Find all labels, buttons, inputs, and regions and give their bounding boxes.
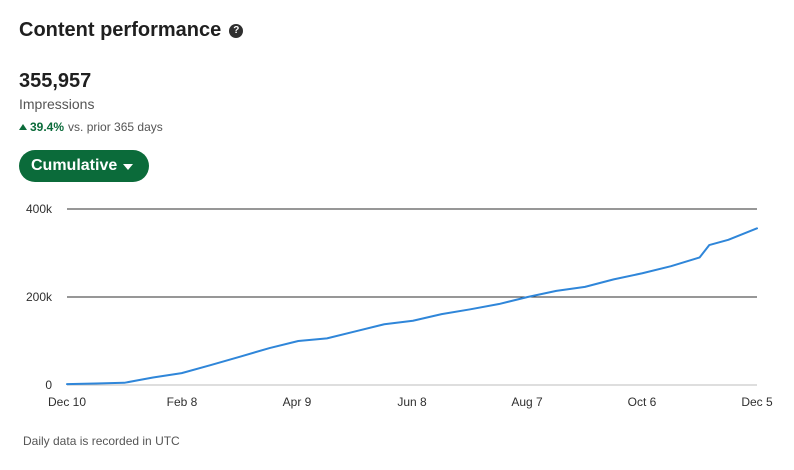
x-tick-label: Feb 8 [167, 395, 198, 409]
utc-note: Daily data is recorded in UTC [23, 434, 180, 448]
change-row: 39.4% vs. prior 365 days [19, 119, 163, 135]
y-tick-label: 200k [26, 290, 53, 304]
x-tick-label: Aug 7 [511, 395, 543, 409]
impressions-value: 355,957 [19, 70, 92, 92]
x-tick-label: Dec 10 [48, 395, 86, 409]
cumulative-dropdown-button[interactable]: Cumulative [19, 150, 150, 182]
x-tick-label: Jun 8 [397, 395, 427, 409]
x-tick-label: Apr 9 [283, 395, 312, 409]
page-title: Content performance [19, 19, 222, 41]
triangle-up-icon [19, 124, 27, 130]
change-up: 39.4% [19, 119, 64, 135]
impressions-series-line [66, 227, 758, 386]
y-tick-label: 0 [45, 378, 52, 392]
x-tick-label: Oct 6 [628, 395, 657, 409]
impressions-label: Impressions [19, 96, 95, 112]
y-tick-label: 400k [26, 202, 53, 216]
comparison-text: vs. prior 365 days [68, 120, 163, 134]
dropdown-label: Cumulative [31, 157, 118, 174]
x-tick-label: Dec 5 [741, 395, 773, 409]
caret-down-icon [123, 164, 134, 170]
card-header: Content performance ? [19, 19, 244, 42]
change-percent: 39.4% [30, 120, 65, 134]
question-circle-icon[interactable]: ? [229, 24, 244, 38]
impressions-metric: 355,957 Impressions 39.4% vs. prior 365 … [19, 69, 163, 135]
